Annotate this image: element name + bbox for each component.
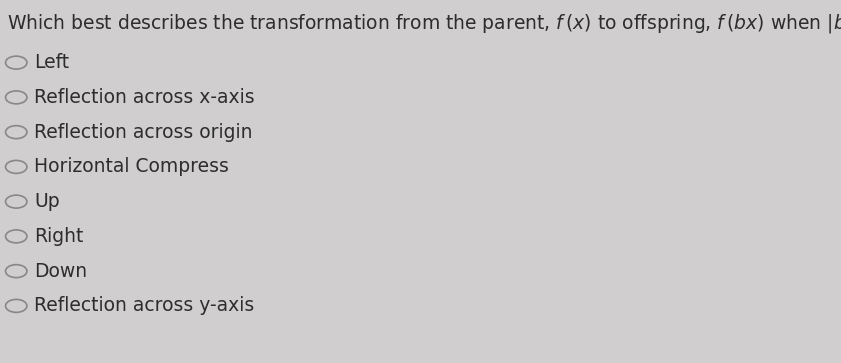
Text: Reflection across origin: Reflection across origin: [34, 123, 252, 142]
Text: Down: Down: [34, 262, 87, 281]
Text: Which best describes the transformation from the parent, $f\,(x)$ to offspring, : Which best describes the transformation …: [8, 12, 841, 35]
Text: Right: Right: [34, 227, 83, 246]
Text: Left: Left: [34, 53, 69, 72]
Text: Reflection across x-axis: Reflection across x-axis: [34, 88, 255, 107]
Text: Reflection across y-axis: Reflection across y-axis: [34, 296, 254, 315]
Text: Horizontal Compress: Horizontal Compress: [34, 158, 229, 176]
Text: Up: Up: [34, 192, 60, 211]
